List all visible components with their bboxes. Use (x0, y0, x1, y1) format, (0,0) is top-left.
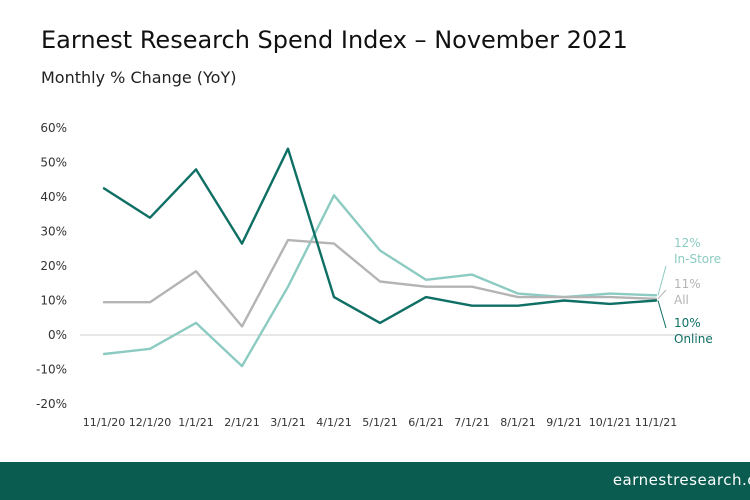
chart-subtitle: Monthly % Change (YoY) (41, 68, 237, 87)
x-tick-label: 9/1/21 (546, 416, 581, 429)
x-tick-label: 4/1/21 (316, 416, 351, 429)
x-tick-label: 7/1/21 (454, 416, 489, 429)
chart-title: Earnest Research Spend Index – November … (41, 26, 628, 54)
y-tick-label: -10% (36, 363, 67, 377)
x-tick-label: 3/1/21 (270, 416, 305, 429)
y-tick-label: -20% (36, 397, 67, 411)
end-value-label: 11% (674, 277, 701, 291)
website-link[interactable]: earnestresearch.c (612, 471, 750, 489)
x-tick-label: 1/1/21 (178, 416, 213, 429)
x-tick-label: 6/1/21 (408, 416, 443, 429)
x-tick-label: 2/1/21 (224, 416, 259, 429)
y-tick-label: 20% (40, 259, 67, 273)
leader-line (657, 300, 667, 329)
series-line-online (102, 147, 658, 325)
x-tick-label: 10/1/21 (589, 416, 631, 429)
end-value-label: 12% (674, 236, 701, 250)
y-tick-label: 10% (40, 294, 67, 308)
y-tick-label: 30% (40, 225, 67, 239)
leader-line (657, 289, 667, 300)
leader-line (657, 265, 667, 296)
line-chart: -20% -10% 0% 10% 20% 30% 40% 50% 60% 11/1/20 12/1/… (36, 121, 721, 429)
y-tick-label: 60% (40, 121, 67, 135)
end-value-label: 10% (674, 316, 701, 330)
y-tick-label: 0% (48, 328, 67, 342)
x-tick-label: 8/1/21 (500, 416, 535, 429)
x-tick-label: 12/1/20 (129, 416, 171, 429)
end-series-label: Online (674, 332, 713, 346)
y-tick-label: 50% (40, 156, 67, 170)
end-series-label: In-Store (674, 252, 721, 266)
x-tick-label: 11/1/20 (83, 416, 125, 429)
footer-bar: earnestresearch.c (0, 462, 750, 500)
x-tick-label: 11/1/21 (635, 416, 677, 429)
end-series-label: All (674, 293, 689, 307)
series-line-all (102, 238, 658, 328)
y-tick-label: 40% (40, 190, 67, 204)
x-tick-label: 5/1/21 (362, 416, 397, 429)
